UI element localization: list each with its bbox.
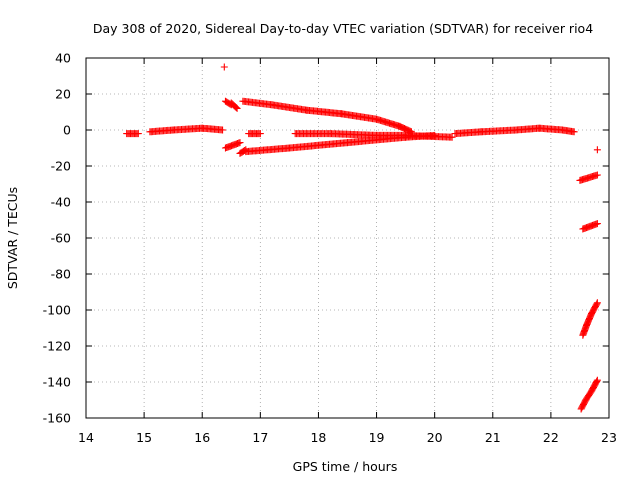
y-tick-label: -120: [43, 339, 71, 354]
data-point: [593, 146, 601, 154]
data-point: [256, 130, 264, 138]
data-point: [593, 300, 601, 308]
data-point: [570, 128, 578, 136]
data-point: [593, 377, 601, 385]
x-axis-label: GPS time / hours: [293, 459, 398, 474]
y-axis-label: SDTVAR / TECUs: [5, 187, 20, 289]
y-tick-label: 20: [55, 87, 71, 102]
data-point: [219, 126, 227, 134]
y-tick-labels: 40 20 0 -20 -40 -60 -80 -100 -120 -140 -160: [43, 51, 71, 426]
y-tick-label: 0: [63, 123, 71, 138]
x-tick-label: 20: [427, 430, 443, 445]
data-point: [233, 104, 241, 112]
x-tick-label: 23: [601, 430, 617, 445]
y-tick-label: -140: [43, 375, 71, 390]
data-point: [448, 133, 456, 141]
axis-ticks: [85, 57, 610, 419]
x-tick-labels: 14 15 16 17 18 19 20 21 22 23: [78, 430, 617, 445]
plot-border: [85, 57, 610, 419]
x-tick-label: 21: [485, 430, 501, 445]
y-tick-label: -160: [43, 411, 71, 426]
x-tick-label: 19: [369, 430, 385, 445]
data-point: [134, 130, 142, 138]
y-tick-label: -20: [51, 159, 71, 174]
data-point: [232, 104, 240, 111]
x-tick-label: 18: [310, 430, 326, 445]
x-tick-label: 22: [543, 430, 559, 445]
data-point: [593, 171, 601, 179]
y-tick-label: 40: [55, 51, 71, 66]
data-point: [236, 139, 244, 147]
data-point: [593, 220, 601, 228]
data-point: [593, 299, 601, 307]
x-tick-label: 17: [252, 430, 268, 445]
y-tick-label: -100: [43, 303, 71, 318]
x-tick-label: 14: [78, 430, 94, 445]
y-tick-label: -80: [51, 267, 71, 282]
data-point: [220, 63, 228, 71]
data-points: [123, 63, 601, 413]
chart-title: Day 308 of 2020, Sidereal Day-to-day VTE…: [93, 21, 593, 36]
x-tick-label: 15: [136, 430, 152, 445]
x-tick-label: 16: [194, 430, 210, 445]
data-point: [593, 376, 601, 384]
y-tick-label: -60: [51, 231, 71, 246]
y-tick-label: -40: [51, 195, 71, 210]
